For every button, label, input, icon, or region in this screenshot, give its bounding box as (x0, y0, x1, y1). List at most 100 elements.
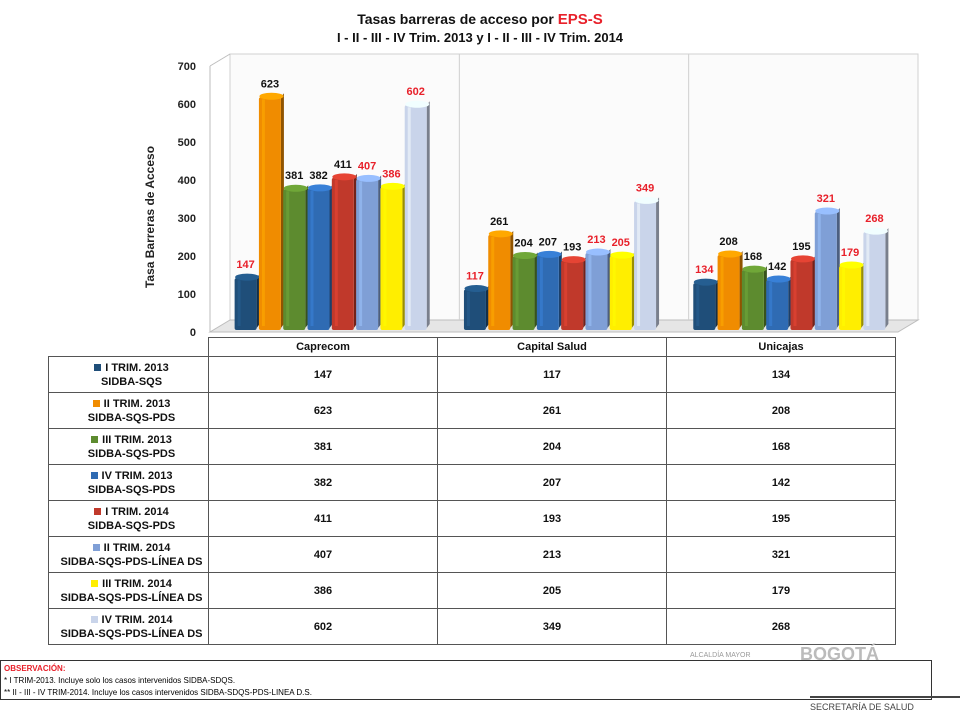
bar-top (610, 251, 635, 259)
table-value-cell: 117 (437, 356, 667, 393)
table-row: II TRIM. 2014 SIDBA-SQS-PDS-LÍNEA DS 407 21… (48, 536, 896, 573)
legend-cell: III TRIM. 2013 SIDBA-SQS-PDS (48, 428, 209, 465)
bar-top (283, 184, 308, 192)
legend-series-source: SIDBA-SQS-PDS-LÍNEA DS (60, 627, 203, 640)
bar-highlight (564, 262, 568, 326)
legend-swatch (91, 436, 99, 443)
bar-highlight (842, 267, 846, 326)
bar-highlight (310, 190, 314, 326)
bar-side (812, 255, 816, 328)
bar-top (488, 230, 513, 238)
legend-swatch (90, 616, 98, 623)
legend-series-name: II TRIM. 2014 (103, 541, 171, 554)
data-table: Caprecom Capital Salud Unicajas I TRIM. 201… (48, 337, 896, 645)
legend-swatch (90, 472, 98, 479)
table-row: IV TRIM. 2013 SIDBA-SQS-PDS 382 207 142 (48, 464, 896, 501)
bar-top (405, 100, 430, 108)
bar-highlight (866, 234, 870, 326)
bar-side (280, 93, 284, 328)
bar-highlight (588, 255, 592, 326)
bar-value-label: 623 (261, 78, 279, 90)
legend-entry: IV TRIM. 2014 SIDBA-SQS-PDS-LÍNEA DS (49, 609, 208, 644)
legend-line: IV TRIM. 2014 (55, 613, 208, 627)
bar-value-label: 134 (695, 264, 714, 276)
bar-top (815, 207, 840, 215)
bar-highlight (383, 189, 387, 326)
legend-entry: II TRIM. 2014 SIDBA-SQS-PDS-LÍNEA DS (49, 537, 208, 572)
bar-value-label: 207 (539, 236, 557, 248)
bar-value-label: 179 (841, 247, 859, 259)
table-value-cell: 407 (208, 536, 438, 573)
bar-highlight (515, 258, 519, 326)
legend-line: II TRIM. 2014 (55, 541, 208, 555)
observation-title: OBSERVACIÓN: (4, 664, 66, 673)
table-value-cell: 168 (666, 428, 896, 465)
bar-value-label: 349 (636, 182, 654, 194)
bar-side (631, 252, 635, 328)
bar-highlight (744, 272, 748, 326)
bar-highlight (817, 214, 821, 326)
legend-series-source: SIDBA-SQS-PDS (87, 519, 176, 532)
bar-highlight (720, 256, 724, 326)
bar-value-label: 208 (719, 236, 737, 248)
table-value-cell: 623 (208, 392, 438, 429)
table-value-cell: 213 (437, 536, 667, 573)
legend-swatch (94, 364, 102, 371)
bar-value-label: 268 (865, 213, 883, 225)
legend-entry: II TRIM. 2013 SIDBA-SQS-PDS (49, 393, 208, 428)
background-logo-text: ALCALDÍA MAYOR (690, 652, 751, 659)
bar-side (256, 274, 260, 328)
observation-line-2: ** II - III - IV TRIM-2014. Incluye los … (4, 688, 312, 697)
table-value-cell: 193 (437, 500, 667, 537)
y-tick-label: 100 (178, 289, 196, 301)
table-header-cell: Capital Salud (437, 337, 667, 357)
bar-top (766, 275, 791, 283)
bar-top (356, 174, 381, 182)
bar-highlight (286, 191, 290, 326)
legend-line: II TRIM. 2013 (55, 397, 208, 411)
legend-entry: I TRIM. 2014 SIDBA-SQS-PDS (49, 501, 208, 536)
legend-entry: IV TRIM. 2013 SIDBA-SQS-PDS (49, 465, 208, 500)
observation-line-1: * I TRIM-2013. Incluye solo los casos in… (4, 676, 236, 685)
bar-side (558, 251, 562, 328)
bar-value-label: 213 (587, 234, 605, 246)
table-row: II TRIM. 2013 SIDBA-SQS-PDS 623 261 208 (48, 392, 896, 429)
bar-side (534, 252, 538, 328)
legend-entry: III TRIM. 2014 SIDBA-SQS-PDS-LÍNEA DS (49, 573, 208, 608)
legend-line: III TRIM. 2014 (55, 577, 208, 591)
bar-top (718, 250, 743, 258)
bar-highlight (637, 203, 641, 326)
bar-value-label: 193 (563, 242, 581, 254)
title-line1-highlight: EPS-S (557, 11, 603, 28)
bar-value-label: 147 (236, 259, 254, 271)
legend-cell: II TRIM. 2013 SIDBA-SQS-PDS (48, 392, 209, 429)
legend-swatch (92, 544, 100, 551)
table-value-cell: 208 (666, 392, 896, 429)
table-row: I TRIM. 2013 SIDBA-SQS 147 117 134 (48, 356, 896, 393)
bar-highlight (237, 280, 241, 326)
bar-value-label: 411 (334, 159, 352, 171)
title-line1-prefix: Tasas barreras de acceso por (357, 11, 558, 27)
bar-side (763, 266, 767, 328)
table-value-cell: 411 (208, 500, 438, 537)
legend-swatch (92, 400, 100, 407)
bar-chart: 0 100 200 300 400 500 600 700 147 623 381 382 411 407… (178, 53, 920, 339)
table-value-cell: 381 (208, 428, 438, 465)
bar-top (863, 227, 888, 235)
legend-cell: IV TRIM. 2013 SIDBA-SQS-PDS (48, 464, 209, 501)
table-value-cell: 134 (666, 356, 896, 393)
legend-series-name: III TRIM. 2013 (102, 433, 172, 446)
legend-series-source: SIDBA-SQS (100, 375, 163, 388)
bar-highlight (334, 179, 338, 326)
y-tick-label: 400 (178, 175, 196, 187)
bar-side (861, 261, 865, 328)
legend-line: III TRIM. 2013 (55, 433, 208, 447)
legend-line: IV TRIM. 2013 (55, 469, 208, 483)
bar-side (353, 173, 357, 328)
bar-value-label: 204 (514, 237, 533, 249)
bar-side (402, 183, 406, 328)
bar-top (332, 173, 357, 181)
legend-cell: II TRIM. 2014 SIDBA-SQS-PDS-LÍNEA DS (48, 536, 209, 573)
bar-value-label: 117 (466, 271, 484, 283)
bar-top (537, 250, 562, 258)
